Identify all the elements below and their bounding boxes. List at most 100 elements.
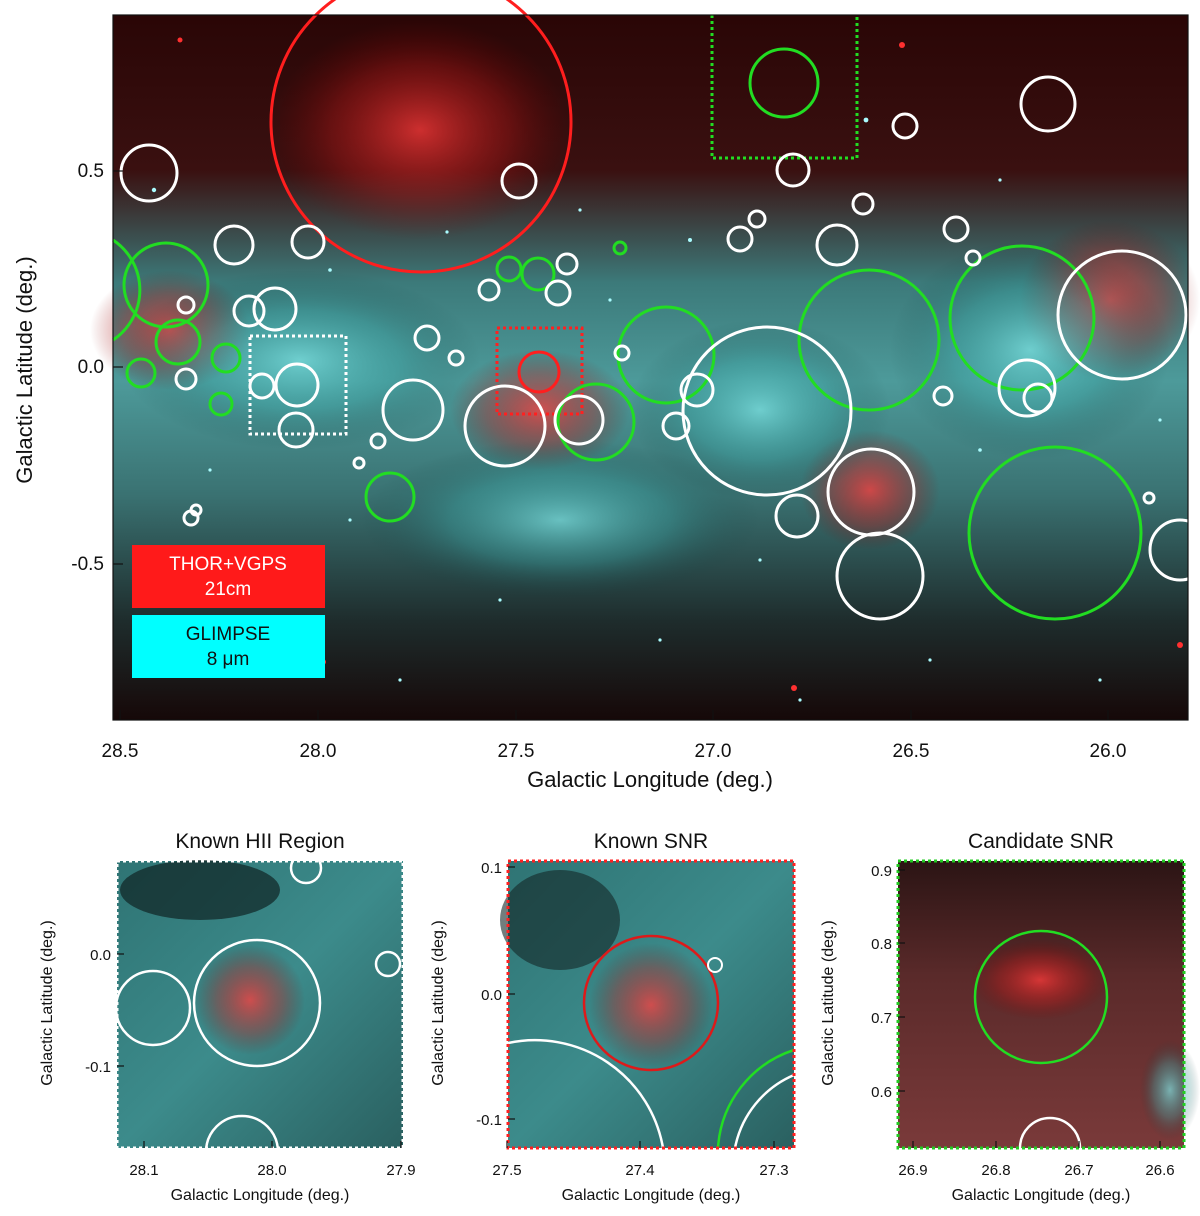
hii-circle [381, 378, 445, 442]
hii-circle [374, 950, 402, 978]
snr-circle [582, 934, 720, 1072]
candidate-circle [364, 471, 416, 523]
main-y-axis: 0.5 0.0 -0.5 Galactic Latitude (deg.) [12, 161, 123, 575]
main-image: THOR+VGPS 21cm GLIMPSE 8 μm [90, 0, 1200, 721]
candidate-circle [210, 342, 242, 374]
main-x-tick-label: 28.5 [102, 741, 139, 762]
cyan-diffuse-emission [360, 440, 760, 600]
snr-red-emission [589, 943, 713, 1067]
main-x-axis-title: Galactic Longitude (deg.) [527, 767, 773, 792]
panel-candidate-y-tick-label: 0.8 [871, 936, 892, 953]
candidate-circle [948, 244, 1096, 392]
cyan-diffuse-emission [890, 240, 1170, 460]
panel-snr-y-tick-label: 0.0 [481, 987, 502, 1004]
candidate-circle [125, 357, 157, 389]
candidate-circle [112, 238, 142, 342]
hii-circle [1056, 249, 1188, 381]
hii-circle [277, 411, 315, 449]
snr-circle [269, 0, 573, 274]
hii-circle [232, 294, 266, 328]
panel-candidate-x-title: Galactic Longitude (deg.) [952, 1187, 1131, 1204]
candidate-circle [612, 240, 628, 256]
hii-circle [290, 224, 326, 260]
panel-snr-x-tick-label: 27.3 [759, 1162, 788, 1179]
hii-circle [213, 224, 255, 266]
legend-cyan-line1: GLIMPSE [186, 624, 270, 645]
hii-circle [679, 372, 715, 408]
panel-candidate-y-tick-label: 0.9 [871, 863, 892, 880]
main-x-axis: 28.5 28.0 27.5 27.0 26.5 26.0 Galactic Longit… [102, 710, 1126, 792]
hii-circle [815, 223, 859, 267]
hii-circle [707, 957, 723, 973]
candidate-circle [716, 1048, 795, 1149]
hii-circle [413, 324, 441, 352]
red-diffuse-emission [450, 350, 630, 470]
panel-candidate-x-tick-label: 26.7 [1064, 1162, 1093, 1179]
hii-circle [835, 531, 925, 621]
panel-snr-x-tick-label: 27.5 [492, 1162, 521, 1179]
hii-circle [681, 325, 853, 497]
legend-red-swatch [132, 545, 325, 608]
hii-circle [204, 1114, 280, 1190]
main-x-tick-label: 27.0 [695, 741, 732, 762]
candidate-circle [797, 268, 941, 412]
hii-circle [1019, 75, 1077, 133]
panel-snr-x-tick-label: 27.4 [625, 1162, 654, 1179]
panel-snr-y-title: Galactic Latitude (deg.) [430, 920, 447, 1085]
hii-circle [248, 372, 276, 400]
candidate-red-emission [970, 940, 1110, 1020]
hii-circle [1018, 1116, 1082, 1149]
panel-candidate-snr: Candidate SNR 26.9 26.8 26.7 26.6 0.9 0.8 0.7… [820, 830, 1200, 1204]
hii-circle [369, 432, 387, 450]
hii-circle [252, 286, 298, 332]
main-x-tick-label: 26.5 [893, 741, 930, 762]
panel-hii-y-title: Galactic Latitude (deg.) [39, 920, 56, 1085]
panel-candidate-x-tick-label: 26.9 [898, 1162, 927, 1179]
cyan-emission [1140, 1040, 1200, 1140]
hii-circle [507, 1038, 665, 1149]
hii-circle [1022, 382, 1054, 414]
main-x-tick-label: 28.0 [300, 741, 337, 762]
hii-circle [553, 394, 605, 446]
hii-circle [891, 112, 919, 140]
main-y-tick-label: 0.5 [78, 161, 104, 182]
hii-circle [726, 225, 754, 253]
hii-circle [463, 384, 547, 468]
panel-candidate-y-tick-label: 0.6 [871, 1084, 892, 1101]
hii-circle [1148, 518, 1200, 582]
panel-candidate-y-tick-label: 0.7 [871, 1010, 892, 1027]
hii-circle [997, 358, 1057, 418]
panel-hii-circles [114, 851, 402, 1190]
main-x-tick-label: 27.5 [498, 741, 535, 762]
hii-circle [851, 192, 875, 216]
main-y-tick-label: 0.0 [78, 357, 104, 378]
panel-snr-title: Known SNR [594, 830, 708, 853]
hii-circle [352, 456, 366, 470]
hii-circle [775, 152, 811, 188]
hii-circle [774, 493, 820, 539]
panel-known-snr: Known SNR 27.5 27.4 27.3 0.1 0.0 -0.1 Galact… [430, 830, 796, 1204]
hii-circle [447, 349, 465, 367]
legend-cyan-swatch [132, 615, 325, 678]
hii-circle [1142, 491, 1156, 505]
panel-hii-y-tick-label: 0.0 [90, 947, 111, 964]
panel-candidate-y-title: Galactic Latitude (deg.) [820, 920, 837, 1085]
candidate-circle [748, 47, 820, 119]
legend: THOR+VGPS 21cm GLIMPSE 8 μm [132, 545, 325, 678]
panel-candidate-x-tick-label: 26.6 [1145, 1162, 1174, 1179]
panel-snr-y-tick-label: -0.1 [476, 1112, 502, 1129]
known-hii-circles [119, 75, 1200, 621]
panel-snr-y-tick-label: 0.1 [481, 860, 502, 877]
candidate-circle [973, 929, 1109, 1065]
panel-snr-x-title: Galactic Longitude (deg.) [562, 1187, 741, 1204]
legend-cyan-line2: 8 μm [207, 649, 250, 670]
hii-circle [189, 503, 203, 517]
hii-circle [613, 344, 631, 362]
hii-circle [932, 385, 954, 407]
hii-circle [289, 851, 323, 885]
panel-hii-y-tick-label: -0.1 [85, 1059, 111, 1076]
hii-circle [544, 279, 572, 307]
hii-red-emission [195, 945, 305, 1055]
hii-circle [477, 278, 501, 302]
